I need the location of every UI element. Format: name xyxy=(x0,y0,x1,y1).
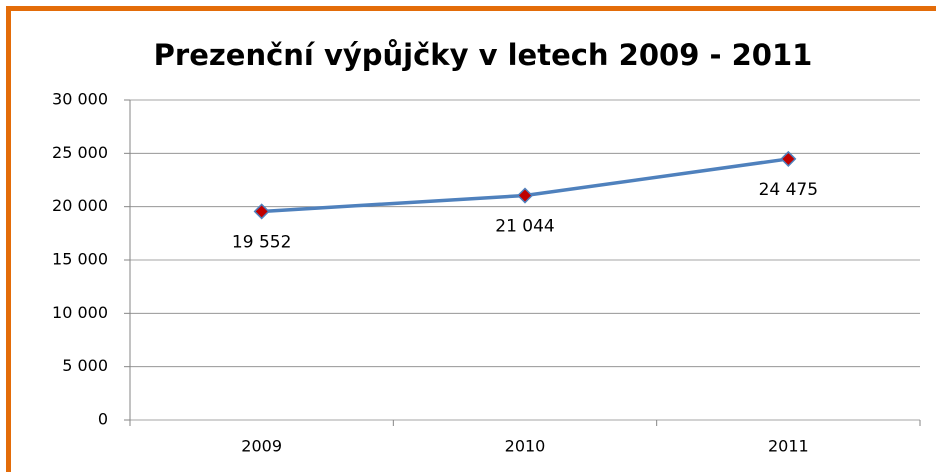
marker xyxy=(516,187,534,204)
value-label: 24 475 xyxy=(759,180,818,200)
y-tick-label: 5 000 xyxy=(62,356,108,375)
x-tick-label: 2009 xyxy=(241,437,282,456)
y-tick-label: 30 000 xyxy=(52,90,108,109)
value-label: 19 552 xyxy=(232,232,291,252)
marker xyxy=(780,150,797,167)
y-tick-label: 20 000 xyxy=(52,196,108,215)
marker xyxy=(253,203,270,220)
left-border xyxy=(6,6,11,472)
y-tick-label: 0 xyxy=(98,410,108,429)
y-tick-label: 25 000 xyxy=(52,143,108,162)
value-label: 21 044 xyxy=(495,217,554,237)
y-tick-label: 15 000 xyxy=(52,250,108,269)
top-border xyxy=(6,6,936,11)
y-tick-label: 10 000 xyxy=(52,303,108,322)
x-tick-label: 2011 xyxy=(768,437,809,456)
x-tick-label: 2010 xyxy=(505,437,546,456)
chart-title: Prezenční výpůjčky v letech 2009 - 2011 xyxy=(154,38,813,72)
